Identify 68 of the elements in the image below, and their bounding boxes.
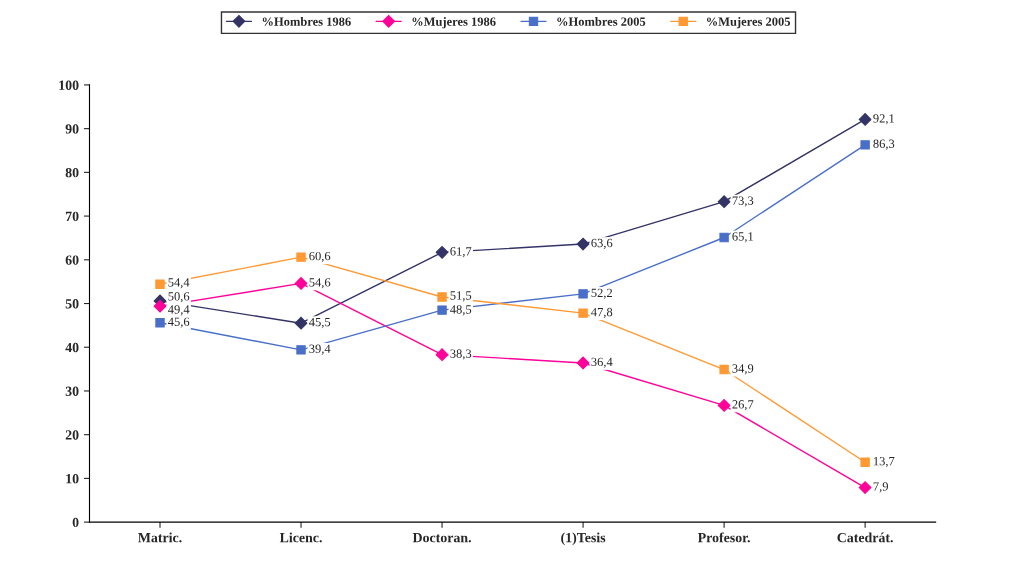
point — [294, 277, 308, 290]
data-label: 36,4 — [591, 357, 613, 368]
data-label: 45,6 — [168, 317, 190, 328]
point — [578, 289, 588, 299]
x-tick-label: (1)Tesis — [561, 532, 606, 546]
y-tick-label: 20 — [65, 430, 79, 440]
x-tick-label: Profesor. — [697, 532, 750, 543]
point — [578, 308, 588, 318]
point — [296, 345, 306, 355]
y-tick-label: 80 — [65, 167, 79, 178]
data-label: 47,8 — [591, 307, 613, 319]
point — [435, 348, 449, 362]
y-tick-label: 10 — [66, 473, 79, 484]
data-label: 34,9 — [732, 364, 754, 375]
point — [155, 279, 165, 289]
point — [717, 195, 731, 209]
point — [437, 305, 447, 315]
x-tick-label: Matric. — [138, 532, 182, 543]
data-label: 52,2 — [591, 288, 613, 299]
point — [719, 232, 729, 243]
data-label: 60,6 — [309, 251, 331, 263]
point — [294, 316, 308, 330]
data-label: 73,3 — [732, 196, 754, 207]
point — [858, 113, 872, 126]
legend-label: %Hombres 2005 — [557, 17, 646, 26]
data-label: 65,1 — [732, 232, 753, 243]
point — [153, 299, 167, 313]
data-label: 63,6 — [591, 238, 613, 249]
y-tick-label: 40 — [65, 342, 79, 353]
y-tick-label: 100 — [59, 80, 79, 90]
data-label: 7,9 — [873, 482, 888, 493]
x-tick-label: Catedrát. — [837, 532, 893, 543]
legend-label: %Mujeres 1986 — [412, 17, 496, 29]
data-label: 48,5 — [450, 305, 472, 316]
legend-label: %Mujeres 2005 — [706, 17, 791, 29]
point — [155, 318, 165, 328]
point — [296, 252, 306, 262]
y-tick-label: 70 — [65, 211, 79, 222]
data-label: 51,5 — [450, 291, 472, 302]
point — [860, 140, 870, 150]
point — [858, 481, 872, 494]
x-tick-label: Licenc. — [279, 532, 322, 543]
data-label: 86,3 — [873, 139, 895, 150]
data-label: 38,3 — [450, 349, 472, 360]
y-tick-label: 50 — [65, 299, 79, 309]
point — [576, 237, 590, 251]
point — [437, 292, 447, 302]
y-tick-label: 0 — [72, 517, 79, 528]
legend-label: %Hombres 1986 — [262, 17, 351, 26]
data-label: 39,4 — [309, 344, 331, 355]
y-tick-label: 60 — [65, 255, 79, 265]
point — [719, 364, 729, 375]
data-label: 54,6 — [309, 278, 331, 289]
data-label: 45,5 — [309, 317, 331, 329]
y-tick-label: 30 — [65, 386, 79, 396]
point — [717, 398, 731, 412]
y-tick-label: 90 — [65, 124, 79, 134]
x-tick-label: Doctoran. — [412, 533, 471, 543]
data-label: 61,7 — [450, 247, 472, 258]
data-label: 49,4 — [168, 305, 190, 316]
data-label: 54,4 — [168, 278, 190, 289]
point — [435, 245, 449, 259]
point — [576, 356, 590, 370]
data-label: 50,6 — [168, 292, 190, 303]
data-label: 13,7 — [873, 456, 895, 468]
data-label: 26,7 — [732, 400, 754, 411]
data-label: 92,1 — [873, 114, 895, 125]
point — [860, 457, 870, 467]
